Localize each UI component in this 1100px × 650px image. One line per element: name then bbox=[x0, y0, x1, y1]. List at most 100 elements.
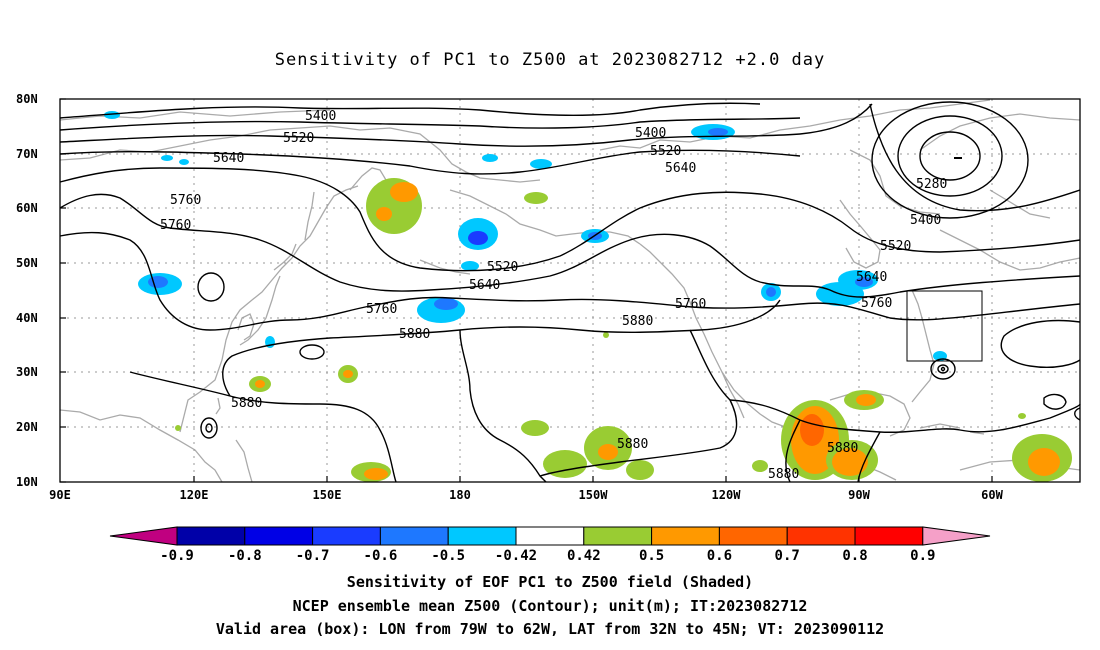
negative-patch bbox=[179, 159, 189, 165]
contour-label: 5760 bbox=[675, 297, 706, 312]
footer-line-2: NCEP ensemble mean Z500 (Contour); unit(… bbox=[292, 597, 808, 615]
contour-label: 5400 bbox=[910, 213, 941, 228]
positive-patch-core bbox=[856, 394, 876, 406]
axis-ticks bbox=[60, 98, 993, 483]
map-title: Sensitivity of PC1 to Z500 at 2023082712… bbox=[274, 50, 826, 70]
contour-label: 5760 bbox=[160, 218, 191, 233]
positive-patch bbox=[521, 420, 549, 436]
lat-label: 60N bbox=[16, 201, 38, 215]
contour-labels: 5400 5520 5640 5760 5760 5400 5520 5640 … bbox=[160, 109, 947, 482]
lon-label: 90E bbox=[49, 488, 71, 502]
contour-label: 5880 bbox=[768, 467, 799, 482]
colorbar-segment bbox=[312, 526, 381, 546]
valid-area-box bbox=[906, 290, 983, 362]
lat-label: 80N bbox=[16, 92, 38, 106]
lat-label: 50N bbox=[16, 256, 38, 270]
contour-label: 5640 bbox=[213, 151, 244, 166]
colorbar-arrow-left bbox=[109, 526, 178, 546]
positive-patch bbox=[626, 460, 654, 480]
positive-patch bbox=[752, 460, 768, 472]
negative-patch-core bbox=[148, 276, 168, 288]
colorbar-tick-label: -0.42 bbox=[495, 548, 537, 564]
graticule bbox=[60, 99, 1080, 482]
lon-label: 120E bbox=[180, 488, 209, 502]
colorbar-segment bbox=[379, 526, 449, 546]
negative-patch-core bbox=[766, 287, 776, 297]
negative-patch bbox=[161, 155, 173, 161]
colorbar-segment bbox=[583, 526, 653, 546]
latitude-labels: 80N 70N 60N 50N 40N 30N 20N 10N bbox=[16, 92, 38, 489]
negative-patch bbox=[530, 159, 552, 169]
positive-patch-core bbox=[832, 448, 868, 476]
colorbar-tick-label: 0.9 bbox=[910, 548, 935, 564]
contour-label: 5520 bbox=[650, 144, 681, 159]
colorbar-segment bbox=[244, 526, 314, 546]
colorbar-tick-label: 0.8 bbox=[842, 548, 867, 564]
z500-contours bbox=[59, 101, 1081, 483]
lat-label: 20N bbox=[16, 420, 38, 434]
colorbar-tick-label: -0.9 bbox=[160, 548, 194, 564]
sensitivity-shading bbox=[104, 111, 1072, 482]
longitude-labels: 90E 120E 150E 180 150W 120W 90W 60W bbox=[49, 488, 1003, 502]
lat-label: 70N bbox=[16, 147, 38, 161]
map-panel: 5400 5520 5640 5760 5760 5400 5520 5640 … bbox=[59, 98, 1081, 483]
lon-label: 120W bbox=[712, 488, 742, 502]
lon-label: 60W bbox=[981, 488, 1003, 502]
positive-patch-core bbox=[343, 370, 353, 378]
colorbar-segment bbox=[447, 526, 517, 546]
colorbar-tick-label: 0.42 bbox=[567, 548, 601, 564]
positive-patch-core bbox=[800, 414, 824, 446]
contour-label: 5880 bbox=[827, 441, 858, 456]
colorbar-arrow-right bbox=[922, 526, 991, 546]
colorbar-segment bbox=[786, 526, 856, 546]
positive-patch bbox=[175, 425, 181, 431]
colorbar-tick-label: -0.5 bbox=[431, 548, 465, 564]
lat-label: 10N bbox=[16, 475, 38, 489]
positive-patch-core bbox=[1028, 448, 1060, 476]
colorbar-segment bbox=[176, 526, 246, 546]
contour-label: 5760 bbox=[366, 302, 397, 317]
colorbar-tick-label: -0.8 bbox=[228, 548, 262, 564]
footer-line-3: Valid area (box): LON from 79W to 62W, L… bbox=[215, 620, 885, 638]
colorbar-segment bbox=[854, 526, 924, 546]
negative-patch bbox=[482, 154, 498, 162]
contour-label: 5520 bbox=[487, 260, 518, 275]
contour-label: 5520 bbox=[880, 239, 911, 254]
contour-label: 5640 bbox=[856, 270, 887, 285]
colorbar-segment bbox=[651, 526, 720, 546]
colorbar-tick-label: 0.7 bbox=[775, 548, 800, 564]
contour-label: 5400 bbox=[305, 109, 336, 124]
positive-patch-core bbox=[255, 380, 265, 388]
positive-patch-core bbox=[598, 444, 618, 460]
negative-patch-core bbox=[855, 277, 873, 287]
positive-patch bbox=[543, 450, 587, 478]
positive-patch bbox=[524, 192, 548, 204]
lat-label: 40N bbox=[16, 311, 38, 325]
lon-label: 180 bbox=[449, 488, 471, 502]
positive-patch-core bbox=[364, 468, 388, 480]
contour-label: 5520 bbox=[283, 131, 314, 146]
contour-label: 5760 bbox=[861, 296, 892, 311]
contour-label: 5880 bbox=[617, 437, 648, 452]
colorbar-tick-label: -0.7 bbox=[296, 548, 330, 564]
map-frame bbox=[59, 98, 1081, 483]
positive-patch-core bbox=[390, 182, 418, 202]
contour-label: 5280 bbox=[916, 177, 947, 192]
footer-line-1: Sensitivity of EOF PC1 to Z500 field (Sh… bbox=[346, 573, 754, 591]
colorbar-tick-label: 0.6 bbox=[707, 548, 732, 564]
negative-patch-core bbox=[708, 128, 728, 136]
contour-label: 5880 bbox=[399, 327, 430, 342]
positive-patch bbox=[1018, 413, 1026, 419]
negative-patch bbox=[461, 261, 479, 271]
colorbar-tick-label: 0.5 bbox=[639, 548, 664, 564]
lon-label: 150E bbox=[313, 488, 342, 502]
contour-label: 5640 bbox=[469, 278, 500, 293]
colorbar-segment bbox=[515, 526, 585, 546]
contour-label: 5880 bbox=[231, 396, 262, 411]
positive-patch-core bbox=[376, 207, 392, 221]
lon-label: 150W bbox=[579, 488, 609, 502]
colorbar: -0.9 -0.8 -0.7 -0.6 -0.5 -0.42 0.42 0.5 0.6 0.7 0.… bbox=[109, 526, 991, 564]
negative-patch-core bbox=[434, 298, 458, 310]
positive-patch bbox=[603, 332, 609, 338]
